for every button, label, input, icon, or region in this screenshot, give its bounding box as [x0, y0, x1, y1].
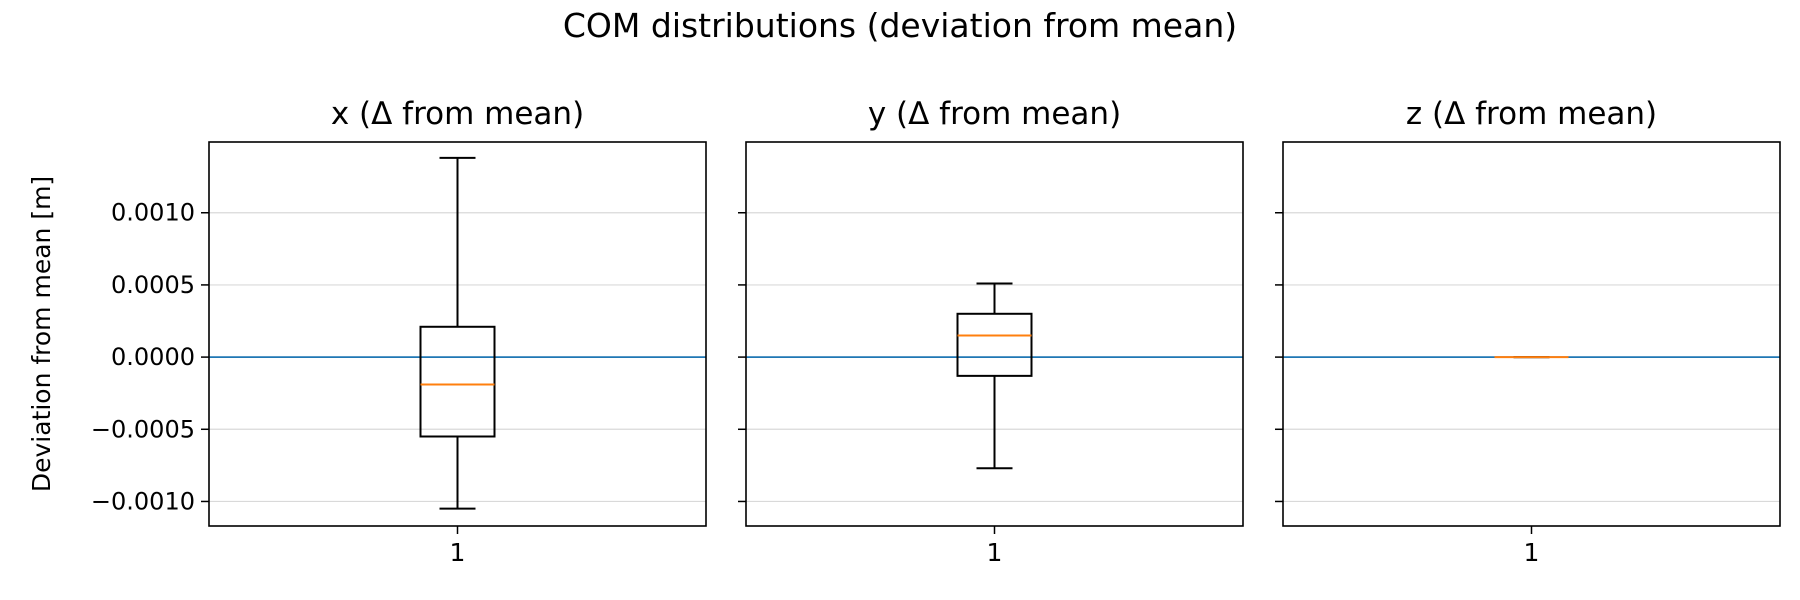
y-tick-label: 0.0010	[111, 199, 195, 227]
x-tick-label: 1	[987, 538, 1003, 567]
y-tick-label: −0.0010	[91, 487, 195, 515]
plot-frame	[1282, 141, 1781, 527]
figure-title: COM distributions (deviation from mean)	[562, 6, 1238, 45]
x-tick-label: 1	[450, 538, 466, 567]
y-tick-label: 0.0000	[111, 343, 195, 371]
y-axis-label: Deviation from mean [m]	[27, 176, 56, 492]
x-tick-label: 1	[1524, 538, 1540, 567]
panel-title: y (Δ from mean)	[868, 96, 1121, 132]
iqr-box	[956, 312, 1033, 377]
panel-3: 1 z (Δ from mean)	[1275, 96, 1781, 567]
panel-1: −0.0010 −0.0005 0.0000 0.0005 0.0010 1 x (Δ fr…	[27, 96, 707, 567]
y-tick-label: −0.0005	[91, 415, 195, 443]
y-tick-label: 0.0005	[111, 271, 195, 299]
panel-2: 1 y (Δ from mean)	[738, 96, 1244, 567]
panel-title: z (Δ from mean)	[1406, 96, 1657, 132]
iqr-box	[419, 325, 496, 438]
panel-title: x (Δ from mean)	[331, 96, 584, 132]
